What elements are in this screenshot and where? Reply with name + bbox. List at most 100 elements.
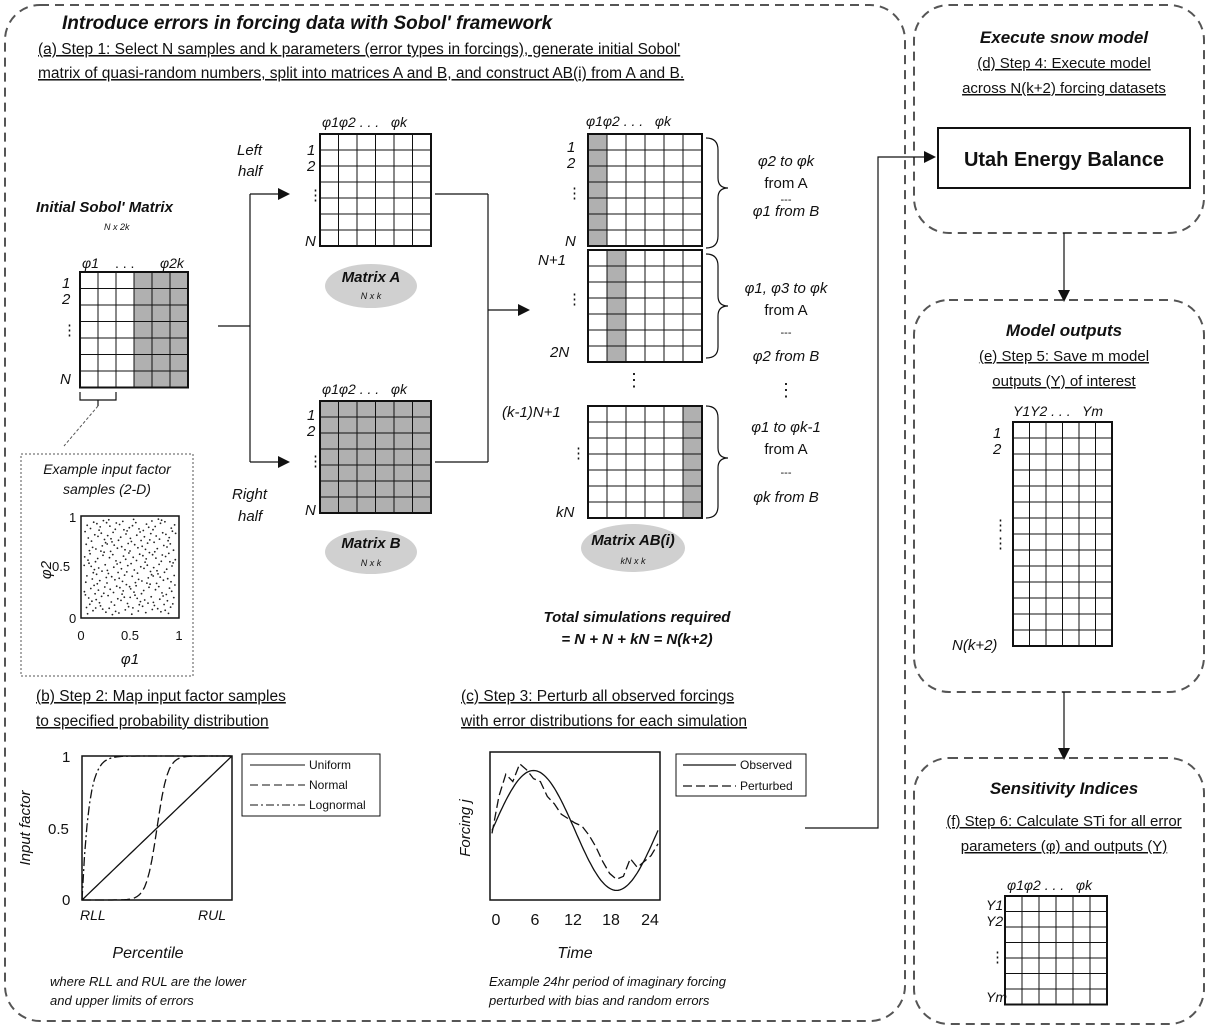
sample-point <box>102 592 105 595</box>
sample-point <box>155 582 158 585</box>
step3-legend-observed: Observed <box>740 758 792 772</box>
sample-point <box>106 543 109 545</box>
matrix-cell <box>1029 421 1047 439</box>
initial-row-2: 2 <box>61 291 71 308</box>
block2-line2: from A <box>764 302 807 319</box>
matrix-cell <box>1072 942 1091 959</box>
matrix-cell <box>587 345 608 363</box>
sample-point <box>139 600 142 603</box>
sample-point <box>89 552 91 555</box>
sample-point <box>112 566 115 569</box>
sample-point <box>162 544 165 547</box>
matrix-cell <box>682 249 703 267</box>
matrix-cell <box>606 181 627 199</box>
sample-point <box>99 526 102 528</box>
matrix-cell <box>1062 501 1080 519</box>
step2-chart-lines <box>81 755 233 901</box>
matrix-cell <box>375 213 395 231</box>
matrix-cell <box>1078 453 1096 471</box>
block1-line1: φ2 to φk <box>758 153 816 170</box>
sample-point <box>143 535 146 538</box>
outputs-title: Model outputs <box>1006 321 1122 340</box>
step3-xtick-6: 6 <box>531 912 540 929</box>
matrix-cell <box>151 304 171 322</box>
matrix-cell <box>338 213 358 231</box>
matrix-cell <box>97 271 117 289</box>
sample-point <box>172 549 175 552</box>
ab-connectors <box>435 193 518 463</box>
sample-point <box>122 590 125 592</box>
matrix-cell <box>663 149 684 167</box>
sample-point <box>156 569 158 572</box>
matrix-cell <box>97 354 117 372</box>
step2-caption-2: and upper limits of errors <box>50 993 194 1008</box>
sample-point <box>145 558 148 560</box>
sample-point <box>143 567 145 570</box>
matrix-cell <box>169 354 189 372</box>
matrix-cell <box>1004 973 1023 990</box>
sample-point <box>151 608 154 611</box>
step2-legend-uniform: Uniform <box>309 758 351 772</box>
matrix-cell <box>1029 517 1047 535</box>
sample-point <box>136 597 139 600</box>
sample-point <box>104 541 107 544</box>
sample-point <box>121 580 124 583</box>
split-connectors <box>218 193 278 463</box>
matrix-cell <box>663 437 684 455</box>
sample-point <box>140 539 143 542</box>
matrix-cell <box>133 337 153 355</box>
matrix-cell <box>682 345 703 363</box>
matrix-cell <box>587 437 608 455</box>
matrix-border <box>587 405 703 519</box>
matrix-cell <box>1078 613 1096 631</box>
sample-point <box>103 586 106 588</box>
sample-point <box>119 586 121 589</box>
sample-point <box>116 563 118 565</box>
matrix-cell <box>1078 485 1096 503</box>
sample-point <box>93 533 96 536</box>
sample-point <box>111 553 114 556</box>
sample-point <box>158 563 161 566</box>
sample-point <box>147 526 150 529</box>
matrix-cell <box>1089 926 1108 943</box>
matrix-cell <box>625 469 646 487</box>
matrix-cell <box>319 229 339 247</box>
sample-point <box>174 584 176 586</box>
sample-point <box>87 597 90 599</box>
matrix-cell <box>606 345 627 363</box>
matrix-cell <box>606 485 627 503</box>
sample-point <box>97 589 100 591</box>
matrix-cell <box>151 321 171 339</box>
matrix-cell <box>375 229 395 247</box>
sample-point <box>144 548 147 551</box>
sample-point <box>83 556 86 558</box>
sample-point <box>105 576 108 579</box>
block1-line3: --- <box>781 194 792 206</box>
matrix-cell <box>625 485 646 503</box>
sample-point <box>133 591 135 593</box>
sample-point <box>91 578 94 580</box>
matrix-cell <box>412 149 432 167</box>
matrix-ab-block-3 <box>587 405 703 519</box>
matrix-ab-dims: kN x k <box>620 556 646 566</box>
matrix-border <box>1012 421 1113 647</box>
matrix-cell <box>151 370 171 388</box>
sample-point <box>107 518 110 521</box>
matrix-cell <box>1072 895 1091 912</box>
matrix-cell <box>338 197 358 215</box>
matrix-cell <box>663 265 684 283</box>
matrix-cell <box>1095 549 1113 567</box>
matrix-cell <box>644 501 665 519</box>
matrix-cell <box>606 453 627 471</box>
sample-point <box>168 536 171 539</box>
matrix-cell <box>606 197 627 215</box>
sample-point <box>138 528 140 530</box>
matrix-cell <box>338 496 358 514</box>
matrix-cell <box>1095 437 1113 455</box>
sample-point <box>142 529 145 532</box>
sample-point <box>134 594 136 597</box>
matrix-cell <box>606 149 627 167</box>
sample-point <box>155 535 158 537</box>
matrix-cell <box>356 496 376 514</box>
sample-point <box>128 585 131 588</box>
